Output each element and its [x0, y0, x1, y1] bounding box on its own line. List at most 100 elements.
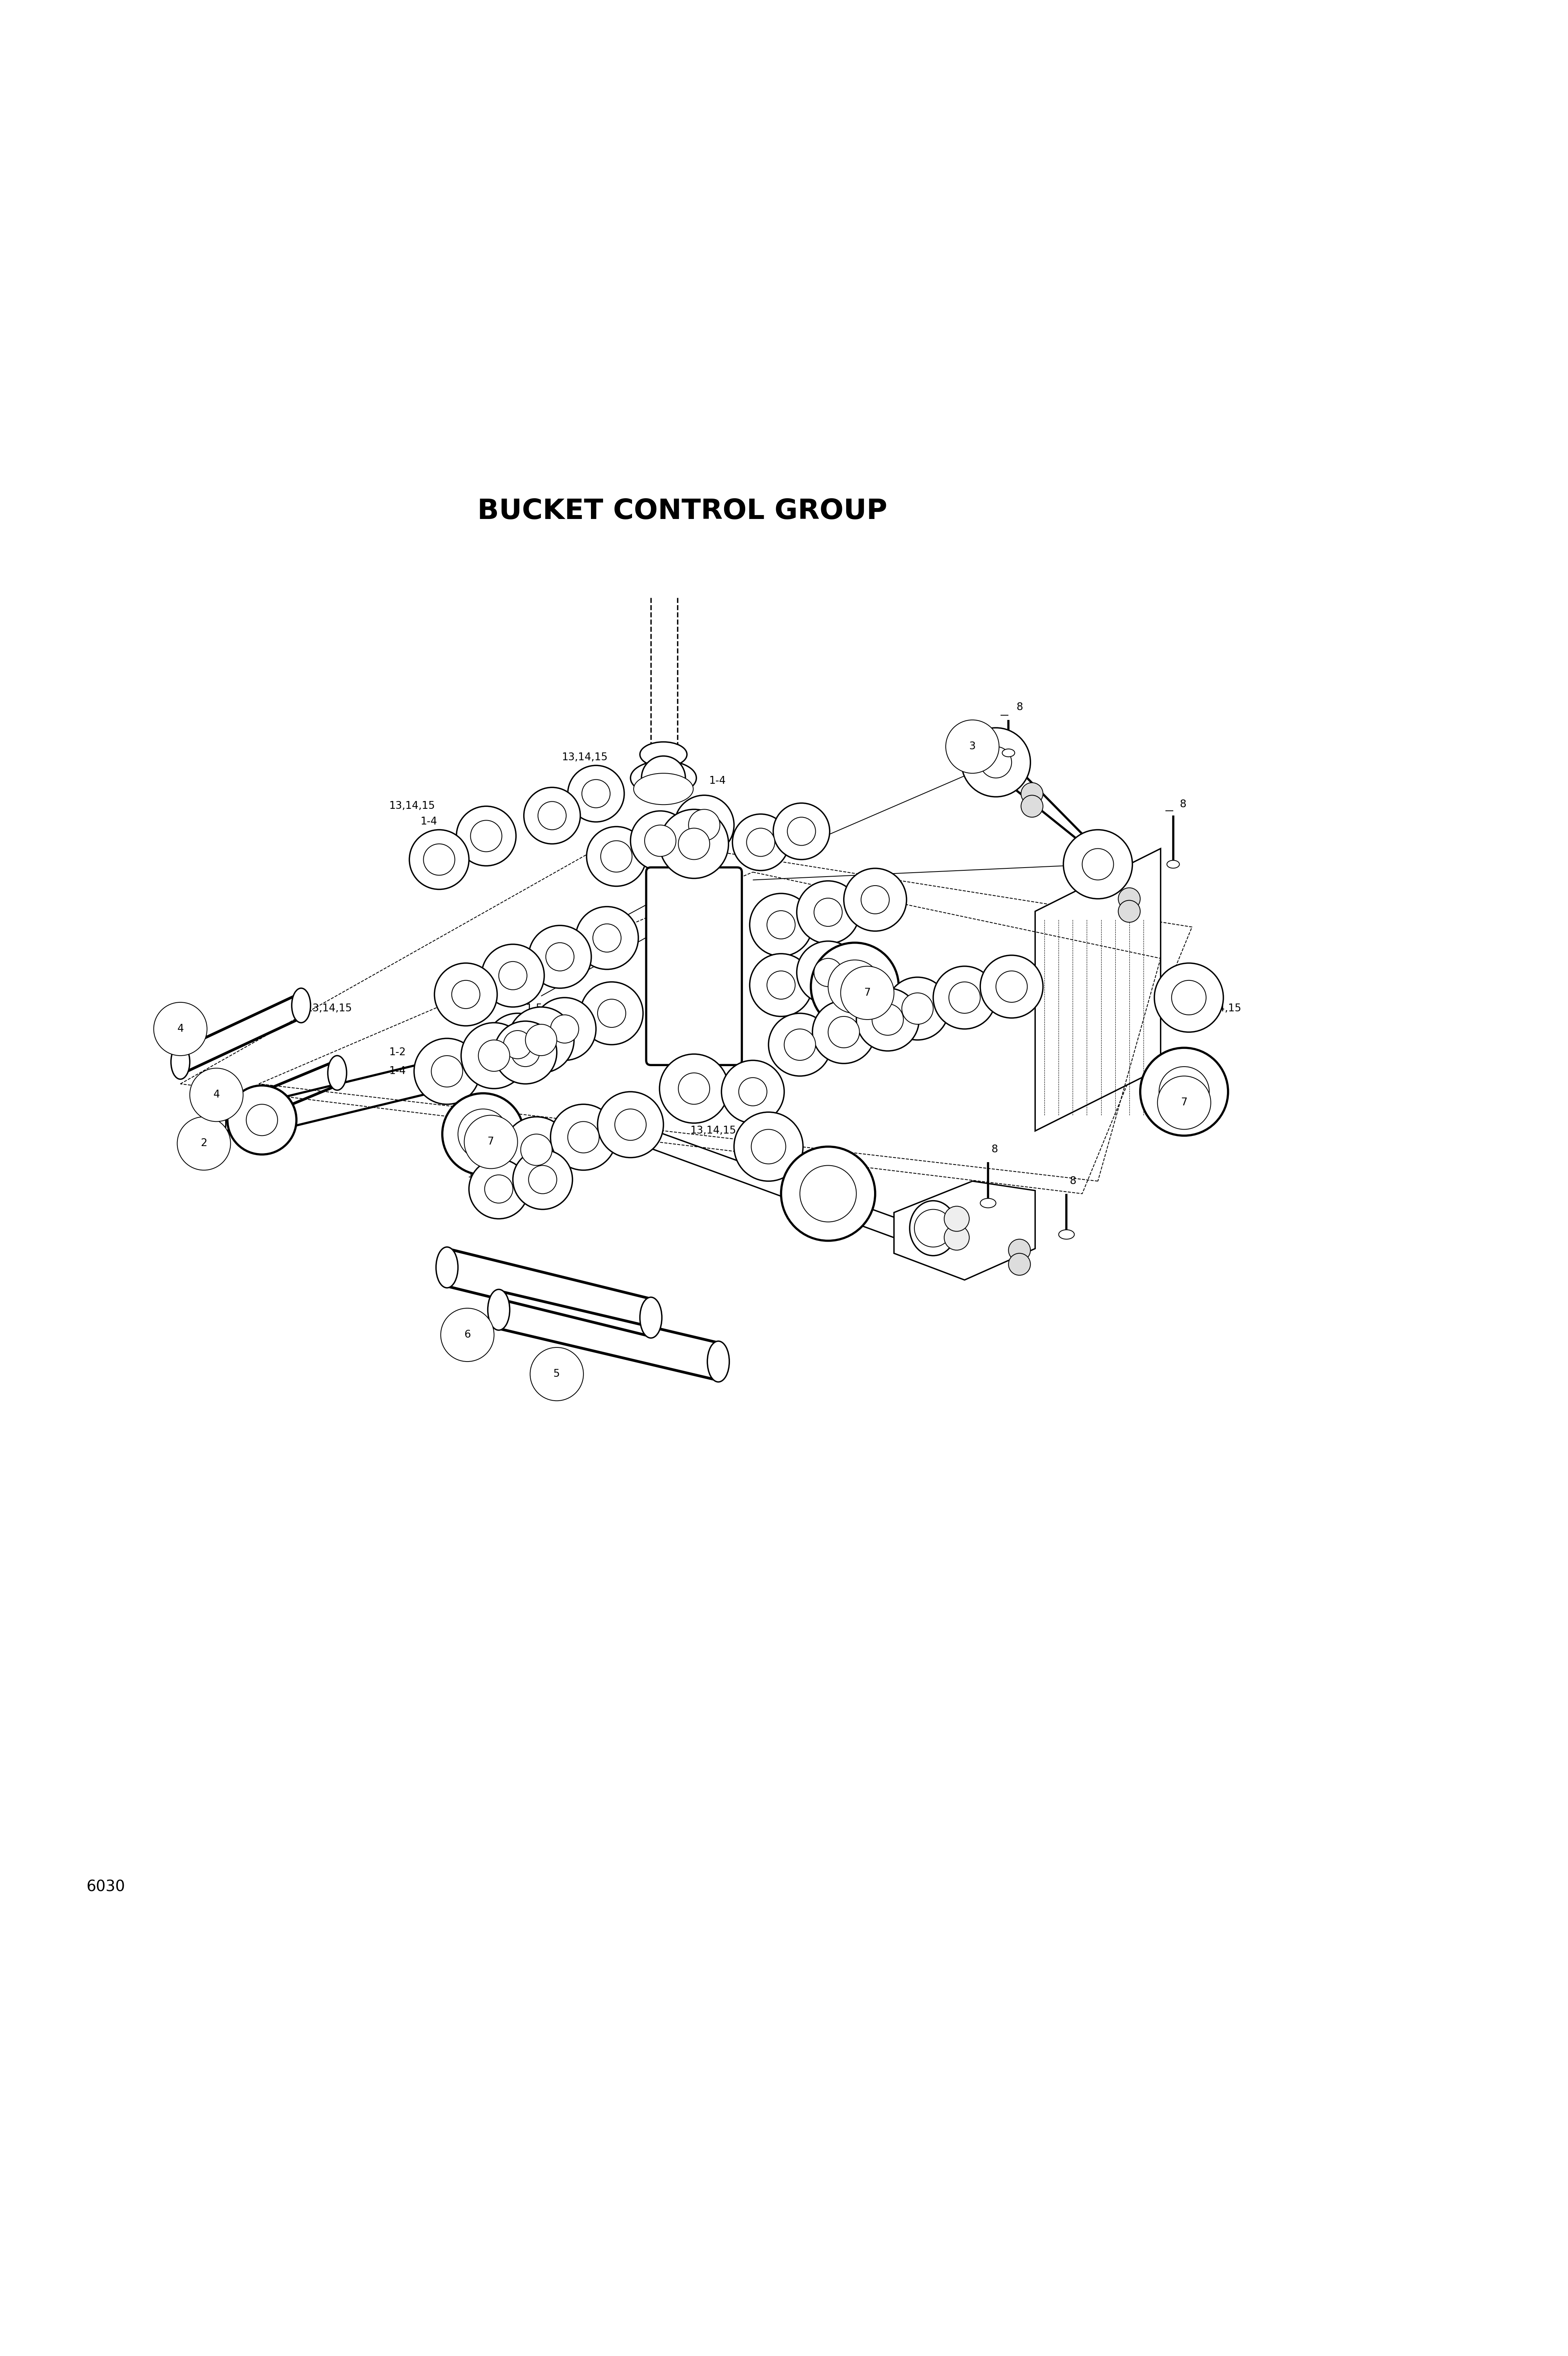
Circle shape — [524, 787, 580, 843]
Text: 1-4: 1-4 — [709, 775, 726, 787]
Circle shape — [409, 829, 469, 888]
Circle shape — [1021, 782, 1043, 806]
Circle shape — [641, 756, 685, 801]
Circle shape — [568, 1121, 599, 1152]
Text: 8: 8 — [1069, 1176, 1076, 1185]
Text: 1-4: 1-4 — [389, 1067, 406, 1077]
Circle shape — [1118, 900, 1140, 921]
Text: 13,14,15: 13,14,15 — [601, 832, 646, 841]
Circle shape — [767, 971, 795, 999]
Ellipse shape — [292, 987, 310, 1023]
Ellipse shape — [436, 1246, 458, 1289]
Text: 1-1: 1-1 — [760, 1072, 778, 1081]
Circle shape — [533, 997, 596, 1060]
Ellipse shape — [171, 1044, 190, 1079]
Circle shape — [481, 945, 544, 1006]
Circle shape — [781, 1147, 875, 1242]
Circle shape — [886, 978, 949, 1039]
Ellipse shape — [1167, 860, 1179, 867]
Circle shape — [872, 1004, 903, 1034]
Circle shape — [751, 1129, 786, 1164]
Circle shape — [750, 893, 812, 957]
Circle shape — [486, 1013, 549, 1077]
Circle shape — [1157, 1077, 1210, 1129]
Circle shape — [441, 1308, 494, 1362]
Circle shape — [503, 1117, 569, 1183]
Circle shape — [946, 721, 999, 773]
Circle shape — [1063, 829, 1132, 898]
Circle shape — [1118, 888, 1140, 909]
Text: 1-4: 1-4 — [439, 1004, 456, 1013]
Circle shape — [575, 907, 638, 968]
Text: 7: 7 — [488, 1138, 494, 1147]
Circle shape — [768, 1013, 831, 1077]
Circle shape — [1008, 1239, 1030, 1260]
Circle shape — [812, 1001, 875, 1063]
Text: 6030: 6030 — [86, 1880, 125, 1894]
Text: 1-2: 1-2 — [800, 1032, 817, 1041]
Text: 3: 3 — [969, 742, 975, 752]
Circle shape — [458, 1110, 508, 1159]
Circle shape — [503, 1030, 532, 1058]
Circle shape — [1159, 1067, 1209, 1117]
Text: 9: 9 — [1126, 914, 1132, 924]
Circle shape — [615, 1110, 646, 1140]
Circle shape — [800, 1166, 856, 1223]
Circle shape — [580, 982, 643, 1044]
Circle shape — [464, 1114, 517, 1169]
Text: 7: 7 — [867, 961, 873, 971]
Circle shape — [688, 810, 720, 841]
Ellipse shape — [328, 1055, 347, 1091]
Circle shape — [767, 912, 795, 940]
Text: 4: 4 — [213, 1091, 220, 1100]
Text: 8: 8 — [1179, 799, 1185, 810]
Circle shape — [750, 954, 812, 1015]
Circle shape — [840, 966, 894, 1020]
Ellipse shape — [488, 1289, 510, 1331]
Circle shape — [597, 999, 626, 1027]
Circle shape — [513, 1150, 572, 1209]
Circle shape — [586, 827, 646, 886]
Circle shape — [568, 766, 624, 822]
Circle shape — [597, 1091, 663, 1157]
Circle shape — [550, 1105, 616, 1171]
Circle shape — [1171, 980, 1206, 1015]
Text: 1-4: 1-4 — [839, 1015, 856, 1027]
Circle shape — [679, 1072, 709, 1105]
Circle shape — [499, 961, 527, 990]
Circle shape — [914, 1209, 952, 1246]
Circle shape — [593, 924, 621, 952]
Text: 1-3: 1-3 — [753, 834, 770, 843]
Circle shape — [787, 818, 815, 846]
Text: 10,11,12: 10,11,12 — [913, 985, 958, 994]
Circle shape — [452, 980, 480, 1008]
Circle shape — [246, 1105, 278, 1136]
Circle shape — [470, 820, 502, 853]
Ellipse shape — [909, 1202, 956, 1256]
Circle shape — [980, 954, 1043, 1018]
Text: 1-4: 1-4 — [753, 818, 770, 827]
Text: 8: 8 — [991, 1145, 997, 1154]
Circle shape — [861, 886, 889, 914]
Ellipse shape — [707, 1341, 729, 1383]
Circle shape — [461, 1023, 527, 1088]
FancyBboxPatch shape — [646, 867, 742, 1065]
Circle shape — [797, 940, 859, 1004]
Circle shape — [508, 1006, 574, 1072]
Text: 13,14,15: 13,14,15 — [561, 752, 607, 763]
Ellipse shape — [980, 1199, 996, 1209]
Text: 10,11,12: 10,11,12 — [467, 1171, 513, 1180]
Circle shape — [423, 843, 455, 874]
Circle shape — [933, 966, 996, 1030]
Ellipse shape — [1002, 749, 1014, 756]
Circle shape — [494, 1020, 557, 1084]
Circle shape — [1154, 964, 1223, 1032]
Circle shape — [679, 829, 709, 860]
Polygon shape — [894, 1180, 1035, 1279]
Circle shape — [431, 1055, 463, 1086]
Text: 7: 7 — [828, 1202, 834, 1211]
Circle shape — [814, 898, 842, 926]
Text: 1-3: 1-3 — [439, 987, 456, 997]
Circle shape — [844, 869, 906, 931]
Circle shape — [630, 810, 690, 869]
